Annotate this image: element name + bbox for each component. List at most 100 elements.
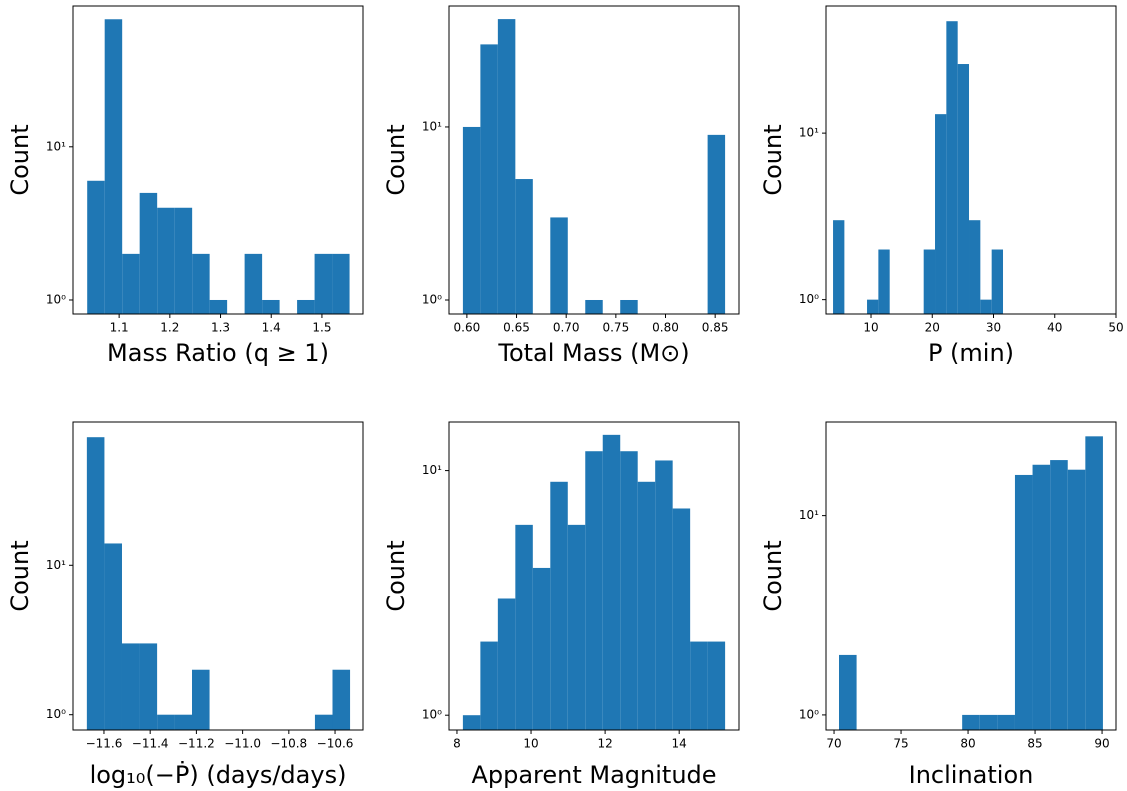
bar: [174, 207, 193, 314]
bar: [480, 641, 498, 730]
x-axis-label: Inclination: [909, 761, 1034, 789]
bar: [690, 641, 708, 730]
x-tick-label: 1.2: [160, 321, 179, 335]
bar: [497, 598, 516, 730]
y-tick-label: 10⁰: [46, 292, 66, 306]
bar: [297, 299, 315, 314]
x-tick-label: 1.5: [312, 321, 331, 335]
x-axis-label: P (min): [928, 339, 1014, 367]
x-tick-label: 12: [597, 737, 612, 751]
bar: [192, 669, 210, 730]
bar: [962, 714, 980, 730]
x-tick-label: 1.1: [110, 321, 129, 335]
bar: [1032, 464, 1051, 730]
y-tick-label: 10⁰: [799, 292, 819, 306]
bar: [1050, 460, 1068, 730]
x-tick-label: 0.85: [702, 321, 729, 335]
bar: [87, 180, 105, 314]
x-tick-label: 1.4: [262, 321, 281, 335]
bar: [969, 220, 981, 314]
bar: [878, 249, 890, 314]
y-tick-label: 10⁰: [46, 707, 66, 721]
bar: [980, 299, 992, 314]
axes-frame: [825, 5, 1117, 315]
y-tick-label: 10¹: [799, 126, 819, 140]
bar: [833, 220, 845, 314]
bar: [550, 481, 568, 730]
bar: [602, 434, 621, 730]
axes-frame: [448, 421, 740, 731]
y-tick-label: 10⁰: [422, 292, 442, 306]
x-tick-label: 85: [1027, 737, 1042, 751]
bar: [480, 44, 498, 314]
bar: [86, 437, 105, 730]
y-tick-label: 10¹: [422, 119, 442, 133]
y-axis-label: Count: [382, 124, 410, 195]
x-tick-label: 0.65: [503, 321, 530, 335]
x-tick-label: 40: [1047, 321, 1062, 335]
x-axis-label: Apparent Magnitude: [471, 761, 716, 789]
bar: [332, 669, 351, 730]
x-tick-label: 90: [1094, 737, 1109, 751]
bar: [923, 249, 936, 314]
bar: [567, 524, 586, 730]
axes-frame: [825, 421, 1117, 731]
axes-frame: [72, 421, 364, 731]
bar: [174, 714, 193, 730]
bar: [991, 249, 1004, 314]
x-tick-label: 70: [826, 737, 841, 751]
y-tick-label: 10¹: [422, 463, 442, 477]
x-tick-label: −11.0: [224, 737, 261, 751]
bar: [157, 207, 175, 314]
y-tick-label: 10¹: [46, 139, 66, 153]
x-tick-label: 30: [986, 321, 1001, 335]
x-tick-label: 80: [960, 737, 975, 751]
x-tick-label: 0.60: [454, 321, 481, 335]
bar: [946, 21, 958, 314]
bar: [314, 714, 333, 730]
bar: [1067, 469, 1086, 730]
y-axis-label: Count: [6, 124, 34, 195]
y-axis-label: Count: [382, 540, 410, 611]
y-tick-label: 10⁰: [422, 708, 442, 722]
x-axis-label: Mass Ratio (q ≥ 1): [107, 339, 329, 367]
x-tick-label: −11.6: [86, 737, 123, 751]
axes-frame: [72, 5, 364, 315]
x-tick-label: 20: [925, 321, 940, 335]
bar: [515, 179, 533, 314]
bar: [532, 567, 551, 730]
y-tick-label: 10⁰: [799, 707, 819, 721]
bar: [1085, 436, 1103, 730]
bar: [620, 299, 638, 314]
x-tick-label: 0.80: [652, 321, 679, 335]
x-tick-label: −10.8: [270, 737, 307, 751]
axes-frame: [448, 5, 740, 315]
x-tick-label: 8: [453, 737, 461, 751]
y-axis-label: Count: [759, 540, 787, 611]
bar: [1014, 474, 1033, 730]
bar: [655, 460, 673, 730]
bar: [462, 715, 481, 730]
bar: [935, 114, 947, 314]
x-tick-label: 50: [1108, 321, 1123, 335]
bar: [104, 543, 122, 730]
x-axis-label: log₁₀(−Ṗ) (days/days): [90, 760, 347, 789]
y-tick-label: 10¹: [799, 508, 819, 522]
x-tick-label: 14: [672, 737, 687, 751]
bar: [979, 714, 998, 730]
y-axis-label: Count: [6, 540, 34, 611]
x-tick-label: 1.3: [211, 321, 230, 335]
bar: [620, 451, 638, 730]
bar: [192, 253, 210, 314]
x-tick-label: 10: [523, 737, 538, 751]
x-tick-label: 75: [893, 737, 908, 751]
bar: [515, 524, 533, 730]
bar: [262, 299, 280, 314]
x-tick-label: 0.75: [602, 321, 629, 335]
bar: [585, 299, 603, 314]
bar: [244, 253, 263, 314]
y-axis-label: Count: [759, 124, 787, 195]
bar: [209, 299, 228, 314]
x-axis-label: Total Mass (M⊙): [497, 339, 689, 367]
